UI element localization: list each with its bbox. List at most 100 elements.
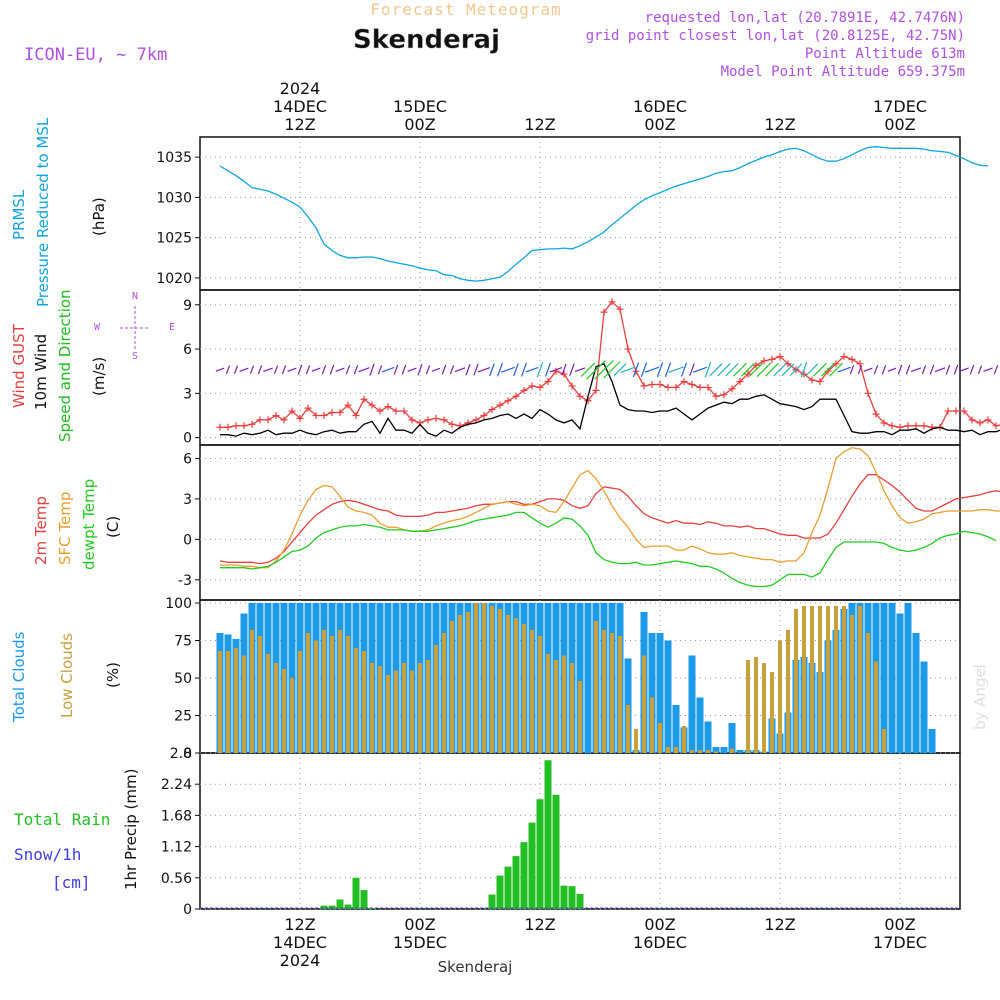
low-cloud-bar [858,606,862,753]
wind-direction-arrow [549,366,563,373]
wind-direction-arrow [425,365,431,375]
gust-point [880,419,888,427]
wind-direction-arrow [969,364,975,375]
low-cloud-bar [594,621,598,753]
low-cloud-bar [866,633,870,753]
wind-direction-arrow [513,363,519,377]
station-title: Skenderaj [353,25,500,55]
gust-point [224,423,232,431]
wind-direction-arrow [725,363,739,377]
total-cloud-bar [656,633,664,753]
wind-direction-arrow [953,364,959,375]
low-cloud-bar [434,645,438,753]
low-cloud-bar [330,636,334,753]
low-cloud-bar [538,636,542,753]
low-cloud-bar [410,670,414,753]
top-axis-label: 15DEC [393,97,447,116]
precip-ytick-label: 2.8 [170,746,192,762]
wind-direction-arrow [887,367,897,372]
credit-label: by Angel [971,664,989,730]
gust-point [904,422,912,430]
wind-direction-arrow [765,362,779,377]
wind-direction-arrow [983,367,993,372]
gust-point [648,380,656,388]
point-altitude: Point Altitude 613m [805,46,965,62]
pressure-ytick-label: 1035 [156,150,192,166]
clouds-ytick-label: 50 [174,671,192,687]
clouds-ylabel: (%) [104,662,122,688]
wind-direction-arrow [473,363,479,376]
wind-direction-arrow [305,365,311,375]
wind-ytick-label: 3 [183,386,192,402]
wind-label-line2: 10m Wind [32,334,50,410]
wind-direction-arrow [281,365,287,375]
gust-point [360,395,368,403]
gust-point [736,378,744,386]
requested-coords: requested lon,lat (20.7891E, 42.7476N) [645,10,965,26]
wind-direction-arrow [287,367,297,372]
gust-point [592,386,600,394]
gust-point [720,391,728,399]
low-cloud-bar [658,723,662,753]
total-cloud-bar [920,661,928,753]
gust-point [424,416,432,424]
wind-direction-arrow [381,366,395,373]
gust-point [840,352,848,360]
footer-station: Skenderaj [438,958,513,976]
wind-direction-arrow [215,367,225,372]
wind-direction-arrow [477,366,491,373]
low-cloud-bar [402,663,406,753]
wind-direction-arrow [613,363,627,377]
dewpt-temp-line [220,511,997,588]
low-cloud-bar [666,747,670,753]
wind-direction-arrow [741,362,755,377]
gust-point [512,392,520,400]
gust-point [744,370,752,378]
gust-point [704,383,712,391]
gust-point [960,407,968,415]
low-cloud-bar [570,663,574,753]
total-cloud-bar [712,747,720,753]
wind-ytick-label: 0 [183,431,192,447]
low-cloud-bar [794,609,798,753]
gust-point [616,305,624,313]
precip-frame [199,752,961,910]
wind-direction-arrow [881,364,887,375]
wind-label-line3: Speed and Direction [56,289,74,442]
gust-point [520,386,528,394]
wind-direction-arrow [377,365,383,375]
gust-point [544,378,552,386]
low-cloud-bar [754,657,758,753]
wind-direction-arrow [321,364,327,375]
gust-point [288,407,296,415]
precip-ytick-label: 0.56 [161,871,192,887]
low-cloud-bar [322,630,326,753]
wind-direction-arrow [929,364,935,375]
rain-bar [536,799,544,909]
gust-point [672,383,680,391]
low-cloud-bar [354,648,358,753]
wind-direction-arrow [407,367,417,372]
low-cloud-bar [610,633,614,753]
gust-point [728,385,736,393]
top-axis-label: 12Z [524,115,555,134]
gust-point [392,407,400,415]
gust-point [336,409,344,417]
wind-direction-arrow [664,362,672,378]
low-cloud-bar [378,666,382,753]
rain-label: Total Rain [14,810,110,829]
wind-direction-arrow [977,365,983,375]
low-cloud-bar [458,615,462,753]
total-cloud-bar [648,633,656,753]
temp-label-line2: SFC Temp [56,492,74,565]
wind-ytick-label: 6 [183,342,192,358]
rain-bar [528,822,536,909]
compass-n: N [132,291,138,302]
low-cloud-bar [698,750,702,753]
gust-point [656,380,664,388]
snow-unit-label: [cm] [52,873,91,892]
wind-direction-arrow [863,367,873,372]
wind-direction-arrow [441,364,447,375]
bottom-axis-label: 12Z [764,915,795,934]
wind-direction-arrow [561,363,567,376]
